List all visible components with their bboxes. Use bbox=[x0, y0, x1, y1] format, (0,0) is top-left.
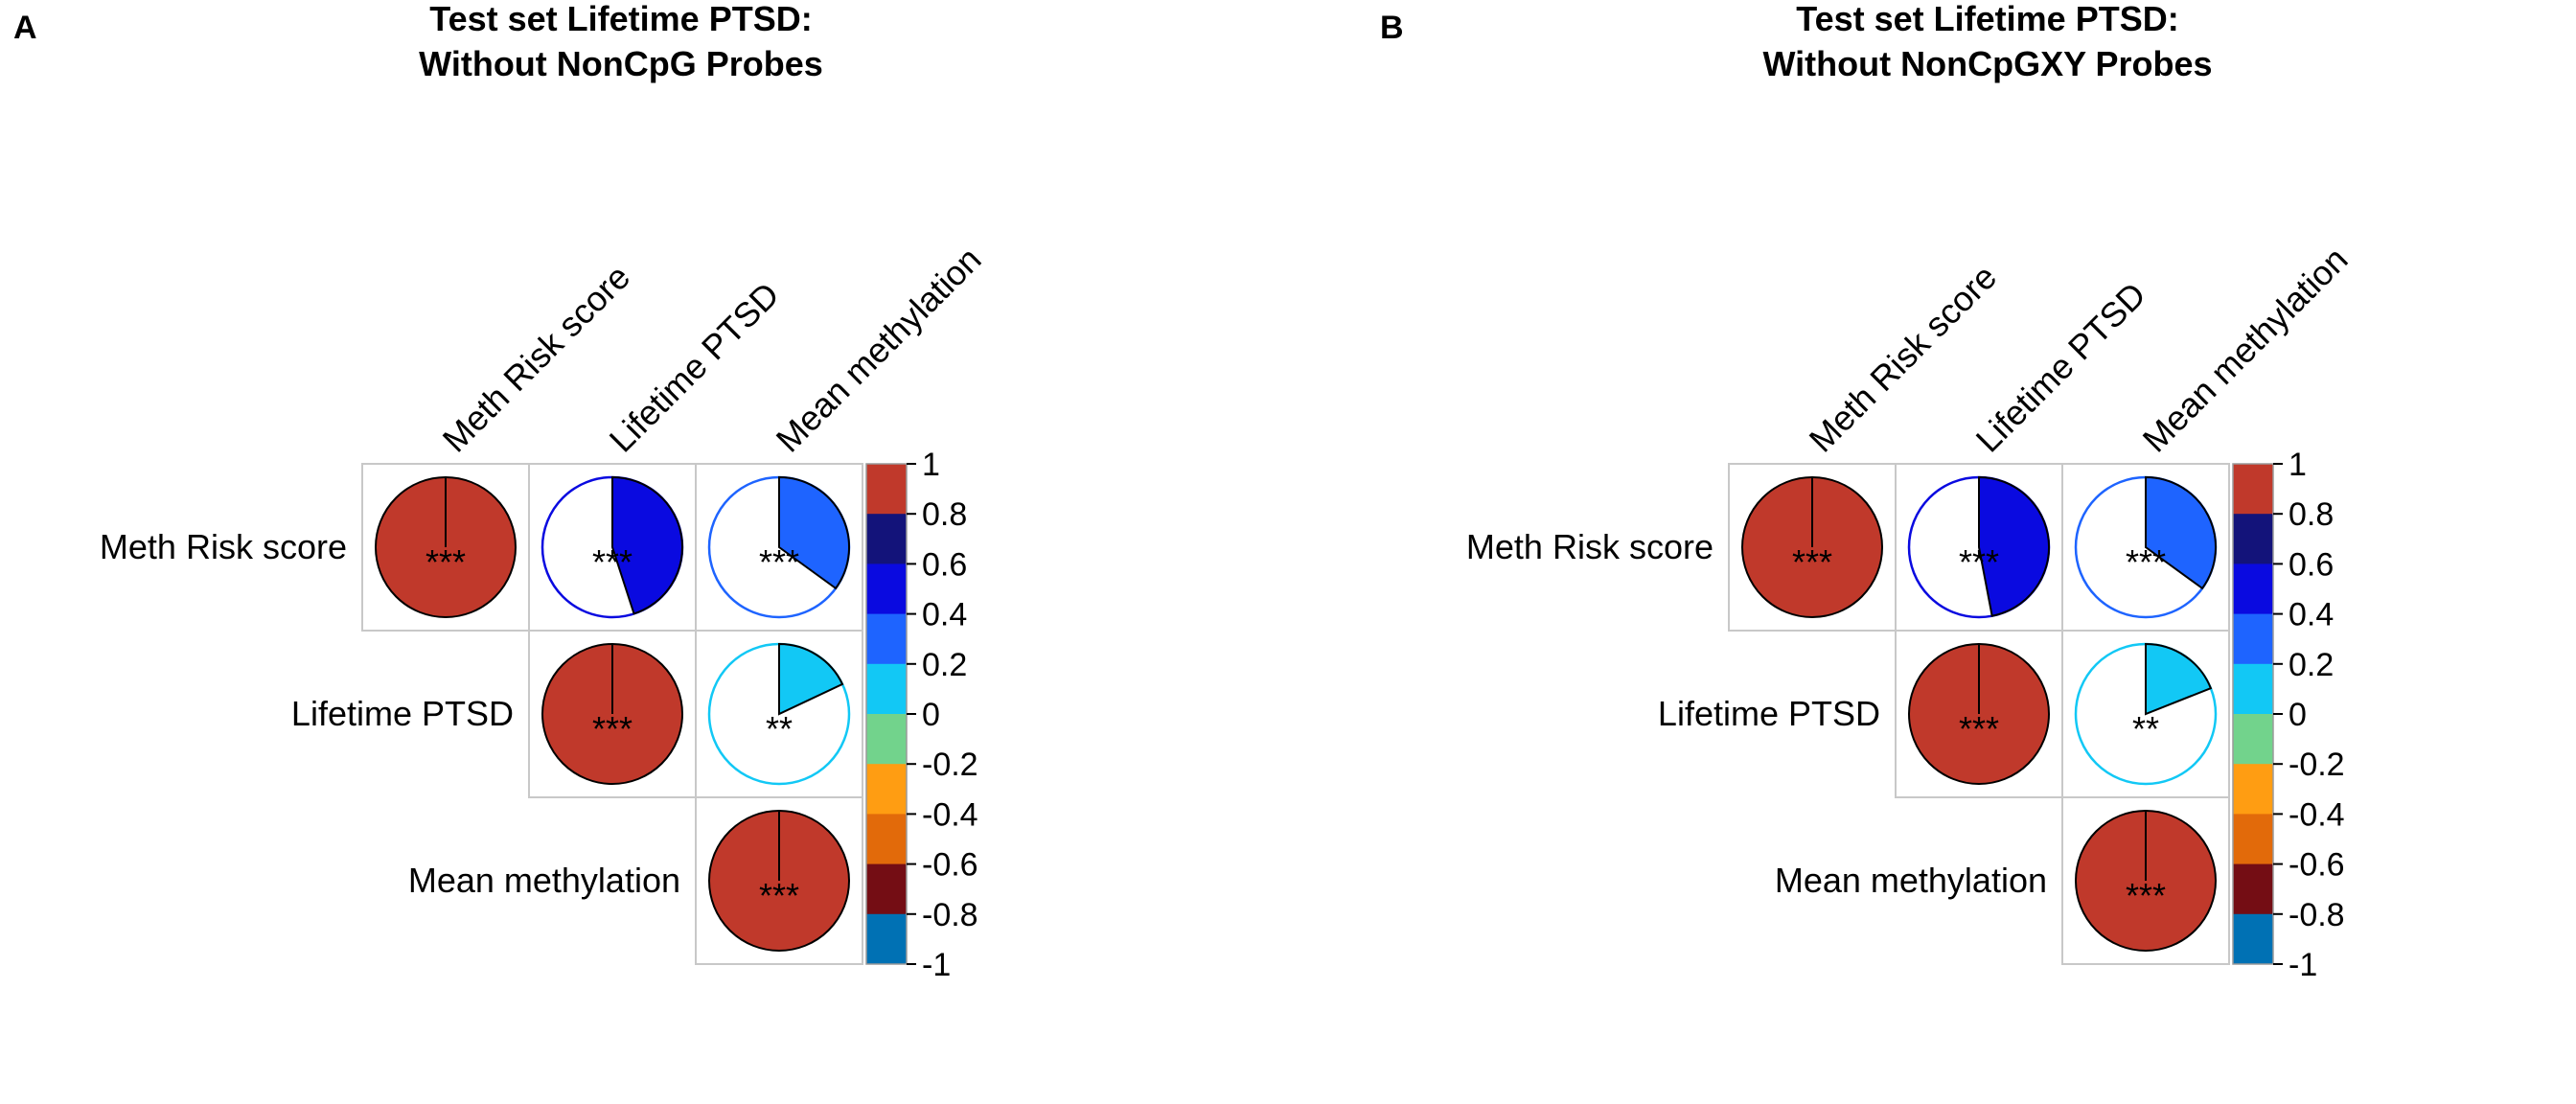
pie-slice bbox=[611, 475, 683, 615]
colorbar-tick-label: 1 bbox=[2288, 447, 2307, 483]
colorbar-band bbox=[2233, 913, 2273, 965]
panel-letter: B bbox=[1380, 10, 1404, 46]
correlation-pie: ** bbox=[707, 642, 851, 786]
colorbar-band bbox=[2233, 814, 2273, 865]
correlation-pie: *** bbox=[375, 476, 517, 618]
panel-title-line: Test set Lifetime PTSD: bbox=[429, 0, 812, 38]
significance-label: *** bbox=[1959, 542, 1999, 582]
colorbar-tick-label: 0.4 bbox=[2288, 597, 2334, 633]
colorbar-band bbox=[866, 764, 907, 815]
colorbar-tick-label: 0.6 bbox=[2288, 546, 2334, 583]
colorbar-tick-label: -0.4 bbox=[2288, 796, 2345, 833]
pie-slice bbox=[1978, 475, 2050, 617]
panel-letter: A bbox=[13, 10, 37, 46]
correlation-pie: ** bbox=[2074, 642, 2218, 786]
colorbar-tick-label: 0.2 bbox=[922, 647, 967, 683]
significance-label: ** bbox=[766, 709, 793, 748]
grid-cell bbox=[695, 796, 863, 965]
column-label: Lifetime PTSD bbox=[1968, 275, 2153, 460]
colorbar-tick-label: -0.4 bbox=[922, 796, 978, 833]
significance-label: *** bbox=[592, 709, 632, 748]
colorbar-tick-label: -0.2 bbox=[2288, 747, 2345, 783]
colorbar-band bbox=[2233, 464, 2273, 515]
correlation-pie: *** bbox=[1908, 643, 2050, 785]
colorbar-tick-label: 0.4 bbox=[922, 597, 967, 633]
pie-slice bbox=[778, 475, 850, 590]
panel-title-line: Test set Lifetime PTSD: bbox=[1796, 0, 2178, 38]
colorbar-tick-label: 0 bbox=[2288, 697, 2307, 733]
panel-title-line: Without NonCpGXY Probes bbox=[1762, 44, 2212, 83]
pie-slice bbox=[778, 642, 844, 716]
colorbar-band bbox=[2233, 863, 2273, 915]
colorbar-band bbox=[2233, 764, 2273, 815]
row-label: Lifetime PTSD bbox=[291, 694, 514, 733]
column-label: Lifetime PTSD bbox=[602, 275, 787, 460]
significance-label: ** bbox=[2132, 709, 2159, 748]
row-label: Lifetime PTSD bbox=[1658, 694, 1880, 733]
colorbar: 1 0.8 0.6 0.4 0.2 0 -0.2 -0.4 -0.6 -0.8 -1 bbox=[2232, 447, 2345, 983]
correlation-pie: *** bbox=[1907, 475, 2051, 619]
correlation-pie: *** bbox=[540, 475, 684, 619]
row-label: Mean methylation bbox=[408, 861, 680, 900]
colorbar-tick-label: -0.8 bbox=[922, 897, 978, 933]
colorbar-band bbox=[2233, 514, 2273, 564]
panel-title-line: Without NonCpG Probes bbox=[419, 44, 823, 83]
significance-label: *** bbox=[2126, 542, 2166, 582]
colorbar-tick-label: 0.8 bbox=[922, 496, 967, 533]
colorbar-tick-label: -0.6 bbox=[2288, 847, 2345, 884]
significance-label: *** bbox=[759, 542, 799, 582]
colorbar-band bbox=[866, 714, 907, 765]
colorbar-band bbox=[866, 564, 907, 615]
colorbar-band bbox=[866, 514, 907, 564]
significance-label: *** bbox=[1792, 542, 1832, 582]
colorbar-tick-label: 0.8 bbox=[2288, 496, 2334, 533]
colorbar-band bbox=[2233, 714, 2273, 765]
row-label: Mean methylation bbox=[1775, 861, 2047, 900]
correlation-pie: *** bbox=[1741, 476, 1883, 618]
colorbar-tick-label: 0.6 bbox=[922, 546, 967, 583]
colorbar-band bbox=[866, 464, 907, 515]
colorbar-band bbox=[866, 814, 907, 865]
correlation-pie: *** bbox=[708, 810, 850, 952]
row-label: Meth Risk score bbox=[1466, 527, 1714, 566]
colorbar-band bbox=[866, 863, 907, 915]
colorbar-band bbox=[866, 913, 907, 965]
significance-label: *** bbox=[1959, 709, 1999, 748]
colorbar: 1 0.8 0.6 0.4 0.2 0 -0.2 -0.4 -0.6 -0.8 -1 bbox=[865, 447, 978, 983]
significance-label: *** bbox=[426, 542, 466, 582]
significance-label: *** bbox=[2126, 876, 2166, 915]
colorbar-tick-label: -1 bbox=[922, 947, 951, 983]
colorbar-tick-label: -0.8 bbox=[2288, 897, 2345, 933]
column-label: Mean methylation bbox=[769, 240, 989, 460]
correlation-pie: *** bbox=[707, 475, 851, 619]
colorbar-band bbox=[2233, 663, 2273, 715]
pie-slice bbox=[2145, 642, 2213, 716]
grid-cell bbox=[2061, 796, 2230, 965]
correlation-pie: *** bbox=[2074, 475, 2218, 619]
colorbar-band bbox=[2233, 613, 2273, 665]
significance-label: *** bbox=[759, 876, 799, 915]
colorbar-band bbox=[866, 613, 907, 665]
colorbar-tick-label: -0.2 bbox=[922, 747, 978, 783]
colorbar-tick-label: 0.2 bbox=[2288, 647, 2334, 683]
colorbar-band bbox=[2233, 564, 2273, 615]
correlation-pie: *** bbox=[2075, 810, 2217, 952]
panel-a: A Test set Lifetime PTSD: Without NonCpG P… bbox=[13, 0, 989, 983]
colorbar-tick-label: -1 bbox=[2288, 947, 2317, 983]
significance-label: *** bbox=[592, 542, 632, 582]
column-label: Mean methylation bbox=[2135, 240, 2356, 460]
pie-slice bbox=[2145, 475, 2217, 590]
colorbar-tick-label: 0 bbox=[922, 697, 940, 733]
colorbar-band bbox=[866, 663, 907, 715]
panel-b: B Test set Lifetime PTSD: Without NonCpGXY… bbox=[1380, 0, 2356, 983]
colorbar-tick-label: -0.6 bbox=[922, 847, 978, 884]
colorbar-tick-label: 1 bbox=[922, 447, 940, 483]
row-label: Meth Risk score bbox=[100, 527, 347, 566]
correlation-pie: *** bbox=[541, 643, 683, 785]
